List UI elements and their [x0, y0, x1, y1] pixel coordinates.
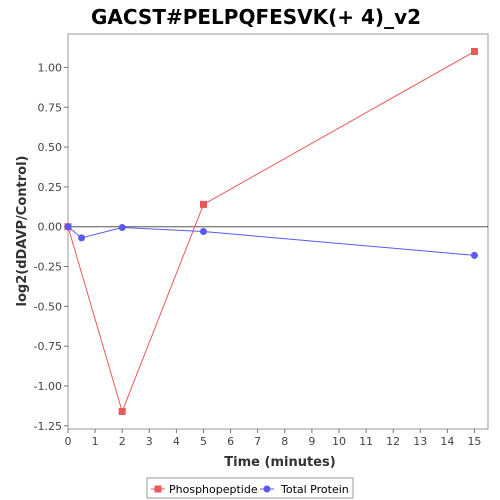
- y-tick-label: -1.25: [34, 420, 62, 433]
- data-point: [199, 200, 207, 208]
- data-point: [199, 228, 207, 235]
- x-tick-label: 10: [332, 435, 346, 448]
- x-tick-label: 5: [200, 435, 207, 448]
- data-point: [118, 224, 126, 232]
- x-axis: 0 1 2 3 4 5 6 7 8 9 10 11 12 13 14 15: [65, 429, 481, 448]
- data-point: [78, 234, 86, 242]
- legend: Phosphopeptide Total Protein: [146, 477, 354, 499]
- y-axis: -1.25 -1.00 -0.75 -0.50 -0.25 0.00 0.25 0.50 0.7…: [34, 61, 68, 433]
- legend-label: Phosphopeptide: [169, 483, 258, 496]
- y-tick-label: -0.75: [34, 340, 62, 353]
- legend-label: Total Protein: [280, 483, 349, 496]
- legend-marker: [263, 485, 271, 493]
- x-tick-label: 11: [359, 435, 373, 448]
- x-tick-label: 0: [65, 435, 72, 448]
- data-point: [64, 223, 72, 231]
- series-line-0: [67, 51, 475, 414]
- y-tick-label: 0.25: [38, 181, 63, 194]
- x-tick-label: 15: [467, 435, 481, 448]
- legend-box: [146, 477, 354, 499]
- y-tick-label: -0.25: [34, 261, 62, 274]
- data-point: [470, 251, 478, 259]
- x-tick-label: 8: [281, 435, 288, 448]
- y-tick-label: -0.50: [34, 300, 62, 313]
- data-point: [470, 48, 478, 56]
- x-tick-label: 14: [440, 435, 454, 448]
- y-tick-label: 1.00: [38, 61, 63, 74]
- y-tick-label: 0.75: [38, 101, 63, 114]
- data-point: [118, 407, 126, 415]
- x-tick-label: 2: [119, 435, 126, 448]
- x-axis-label: Time (minutes): [224, 455, 335, 470]
- x-tick-label: 1: [92, 435, 99, 448]
- x-tick-label: 12: [386, 435, 400, 448]
- y-tick-label: -1.00: [34, 380, 62, 393]
- plot-area: [67, 33, 489, 430]
- x-tick-label: 4: [173, 435, 180, 448]
- chart-title: GACST#PELPQFESVK(+ 4)_v2: [91, 5, 421, 29]
- x-tick-label: 9: [308, 435, 315, 448]
- x-tick-label: 13: [413, 435, 427, 448]
- y-axis-label: log2(dDAVP/Control): [15, 156, 30, 307]
- x-tick-label: 6: [227, 435, 234, 448]
- x-tick-label: 7: [254, 435, 261, 448]
- y-tick-label: 0.00: [38, 221, 63, 234]
- series-layer: [64, 48, 478, 415]
- y-tick-label: 0.50: [38, 141, 63, 154]
- legend-marker: [154, 485, 162, 493]
- x-tick-label: 3: [146, 435, 153, 448]
